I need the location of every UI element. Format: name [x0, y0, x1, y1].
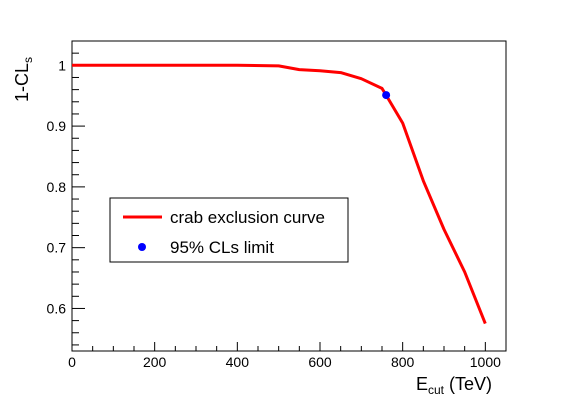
legend: crab exclusion curve 95% CLs limit	[109, 197, 349, 263]
x-tick-label: 400	[226, 354, 250, 370]
legend-label-95-cls-limit: 95% CLs limit	[170, 238, 274, 257]
legend-box	[109, 197, 349, 263]
y-tick-label: 0.8	[47, 179, 67, 195]
y-tick-label: 0.9	[47, 118, 67, 134]
legend-marker-swatch	[138, 243, 146, 251]
y-axis-ticks: 0.6 0.7 0.8 0.9 1	[47, 40, 85, 346]
legend-label-crab-exclusion-curve: crab exclusion curve	[170, 208, 325, 227]
y-tick-label: 0.6	[47, 300, 67, 316]
x-tick-label: 200	[143, 354, 167, 370]
x-tick-label: 0	[68, 354, 76, 370]
data-point-95-cls-limit	[382, 91, 391, 100]
x-tick-label: 1000	[470, 354, 501, 370]
x-tick-label: 600	[308, 354, 332, 370]
x-axis-label: Ecut (TeV)	[416, 374, 492, 397]
y-tick-label: 1	[58, 57, 66, 73]
y-axis-label: 1-CLs	[12, 57, 35, 102]
series-line-crab-exclusion-curve	[72, 63, 487, 325]
x-axis-ticks: 0 200 400 600 800 1000	[68, 342, 501, 370]
series-layer	[72, 63, 487, 325]
plot-frame	[71, 40, 507, 352]
y-tick-label: 0.7	[47, 240, 67, 256]
x-tick-label: 800	[391, 354, 415, 370]
